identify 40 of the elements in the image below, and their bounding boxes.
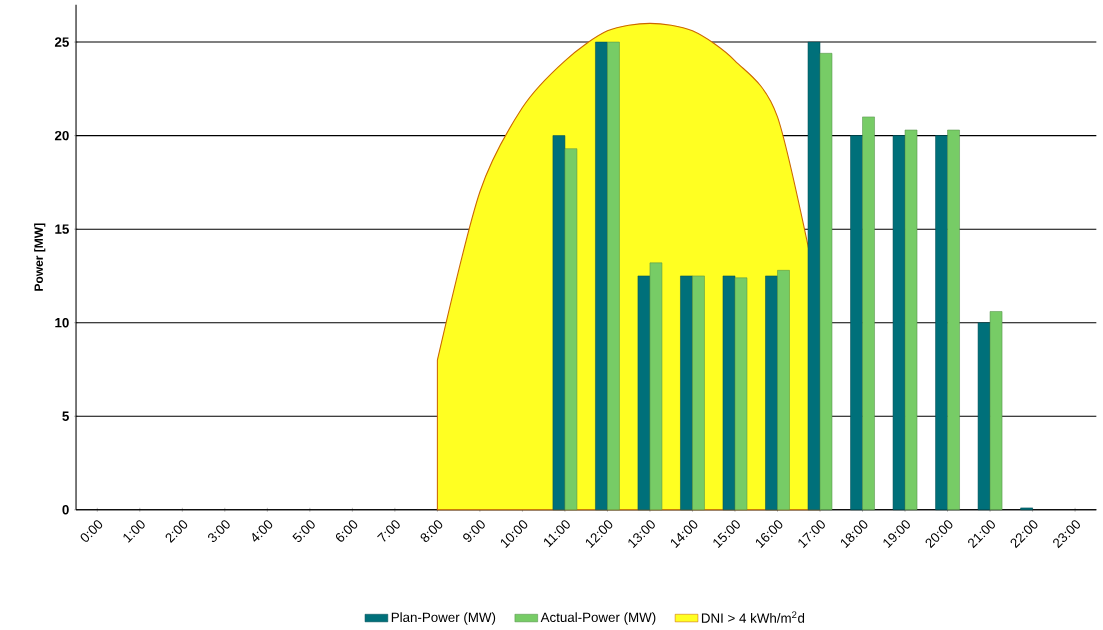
bar	[819, 53, 833, 511]
legend-label: DNI > 4 kWh/m$^{2}$d	[701, 611, 805, 623]
bar	[989, 311, 1003, 511]
bar	[777, 270, 790, 511]
x-tick-label: 9:00	[463, 520, 485, 542]
bar	[607, 41, 620, 511]
x-tick-label: 0:00	[80, 520, 103, 542]
x-tick-label: 5:00	[292, 520, 315, 543]
bar	[807, 41, 821, 511]
bar	[977, 322, 991, 511]
x-tick-label: 6:00	[335, 520, 358, 542]
y-tick-label: 0	[62, 505, 69, 515]
x-tick-label: 3:00	[208, 520, 230, 542]
bar	[692, 275, 705, 511]
bar	[765, 275, 778, 511]
bar	[947, 129, 960, 511]
y-tick-label: 15	[55, 224, 69, 234]
bar	[564, 148, 578, 511]
bar	[680, 275, 693, 511]
legend-label: Actual-Power (MW)	[540, 612, 656, 625]
y-tick-label: 25	[54, 37, 69, 47]
bar	[722, 275, 736, 511]
bar	[892, 135, 906, 511]
x-tick-label: 4:00	[252, 520, 273, 542]
bar	[649, 262, 663, 511]
x-tick-label: 7:00	[377, 520, 400, 542]
bar	[595, 41, 608, 511]
y-tick-label: 5	[62, 411, 69, 421]
bar	[935, 135, 948, 511]
x-tick-label: 8:00	[420, 520, 443, 542]
y-axis-title: Power [MW]	[34, 223, 46, 291]
y-tick-label: 10	[55, 317, 69, 328]
bar	[552, 135, 566, 511]
bar	[850, 135, 863, 511]
bar	[862, 116, 875, 511]
bar	[904, 129, 918, 511]
bar	[637, 275, 651, 511]
bar	[734, 277, 748, 511]
legend-label: Plan-Power (MW)	[391, 612, 496, 625]
y-tick-label: 20	[54, 130, 69, 141]
